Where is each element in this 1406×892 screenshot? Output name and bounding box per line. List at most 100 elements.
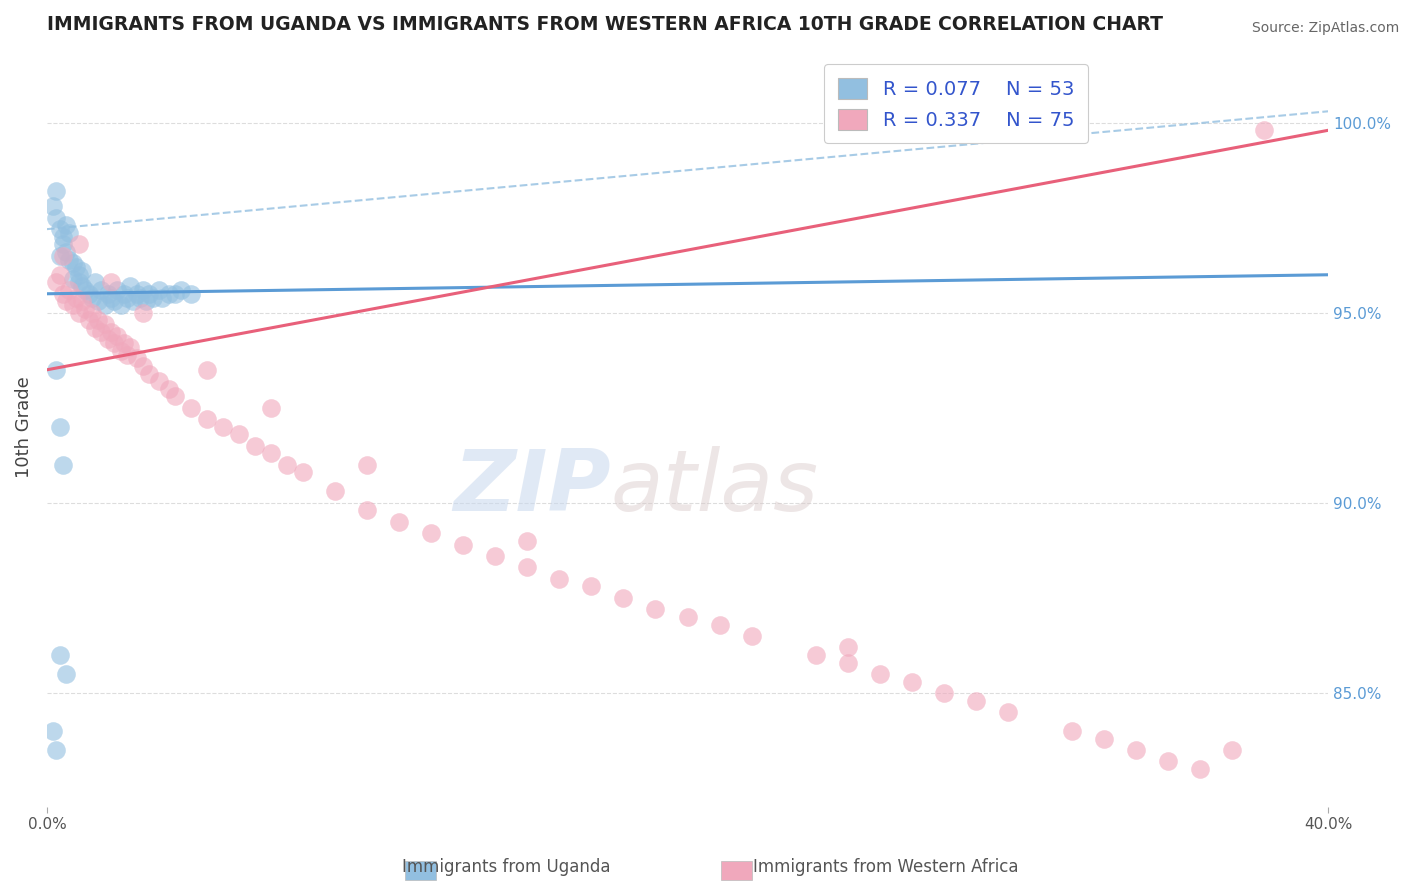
- Point: [100, 325, 122, 339]
- Point: [804, 648, 827, 662]
- Point: [581, 580, 603, 594]
- Point: [612, 591, 634, 605]
- Point: [150, 291, 173, 305]
- Point: [148, 283, 170, 297]
- Point: [180, 401, 202, 415]
- Point: [110, 298, 132, 312]
- Point: [70, 279, 93, 293]
- Point: [122, 294, 145, 309]
- Point: [356, 503, 378, 517]
- Text: Immigrants from Uganda: Immigrants from Uganda: [402, 858, 610, 876]
- Point: [170, 283, 193, 297]
- Point: [55, 667, 77, 681]
- Point: [58, 252, 80, 267]
- Point: [132, 359, 155, 373]
- Point: [110, 343, 132, 358]
- Point: [42, 199, 65, 213]
- Point: [195, 363, 218, 377]
- Text: atlas: atlas: [610, 446, 818, 529]
- Point: [837, 656, 859, 670]
- Point: [62, 271, 84, 285]
- Bar: [721, 861, 752, 880]
- Point: [48, 648, 70, 662]
- Point: [42, 723, 65, 738]
- Point: [77, 286, 100, 301]
- Point: [1188, 762, 1211, 776]
- Point: [45, 743, 67, 757]
- Point: [77, 313, 100, 327]
- Point: [212, 420, 235, 434]
- Point: [52, 237, 75, 252]
- Point: [105, 328, 128, 343]
- Point: [356, 458, 378, 472]
- Point: [52, 286, 75, 301]
- Point: [115, 291, 138, 305]
- Point: [97, 332, 120, 346]
- Point: [45, 363, 67, 377]
- Point: [516, 560, 538, 574]
- Point: [1220, 743, 1243, 757]
- Point: [90, 283, 112, 297]
- Point: [84, 321, 107, 335]
- Point: [195, 412, 218, 426]
- Point: [100, 276, 122, 290]
- Legend: R = 0.077    N = 53, R = 0.337    N = 75: R = 0.077 N = 53, R = 0.337 N = 75: [824, 64, 1088, 144]
- Point: [67, 268, 90, 282]
- Point: [80, 306, 103, 320]
- Point: [87, 313, 110, 327]
- Text: ZIP: ZIP: [453, 446, 610, 529]
- Point: [135, 294, 157, 309]
- Point: [260, 446, 283, 460]
- Point: [67, 306, 90, 320]
- Point: [100, 291, 122, 305]
- Point: [45, 211, 67, 225]
- Point: [243, 439, 266, 453]
- Point: [93, 317, 115, 331]
- Point: [90, 325, 112, 339]
- Point: [80, 291, 103, 305]
- Text: IMMIGRANTS FROM UGANDA VS IMMIGRANTS FROM WESTERN AFRICA 10TH GRADE CORRELATION : IMMIGRANTS FROM UGANDA VS IMMIGRANTS FRO…: [46, 15, 1163, 34]
- Point: [115, 348, 138, 362]
- Point: [62, 256, 84, 270]
- Point: [484, 549, 506, 563]
- Point: [120, 279, 142, 293]
- Point: [65, 291, 87, 305]
- Point: [932, 686, 955, 700]
- Point: [388, 515, 411, 529]
- Point: [516, 533, 538, 548]
- Point: [52, 229, 75, 244]
- Point: [62, 298, 84, 312]
- Point: [132, 306, 155, 320]
- Point: [97, 286, 120, 301]
- Point: [142, 291, 165, 305]
- Point: [120, 340, 142, 354]
- Point: [128, 291, 150, 305]
- Point: [48, 249, 70, 263]
- Point: [45, 184, 67, 198]
- Point: [45, 276, 67, 290]
- Point: [228, 427, 250, 442]
- Point: [55, 244, 77, 259]
- Point: [58, 283, 80, 297]
- Point: [644, 602, 666, 616]
- Point: [125, 351, 148, 366]
- Point: [48, 268, 70, 282]
- Point: [323, 484, 346, 499]
- Point: [67, 276, 90, 290]
- Point: [48, 420, 70, 434]
- Point: [709, 617, 731, 632]
- Point: [837, 640, 859, 655]
- Point: [900, 674, 922, 689]
- Point: [1060, 723, 1083, 738]
- Point: [67, 237, 90, 252]
- Point: [1125, 743, 1147, 757]
- Point: [163, 286, 186, 301]
- Point: [965, 693, 987, 707]
- Point: [997, 705, 1019, 719]
- Point: [52, 249, 75, 263]
- Point: [93, 298, 115, 312]
- Point: [105, 283, 128, 297]
- Point: [52, 458, 75, 472]
- Point: [65, 260, 87, 275]
- Point: [180, 286, 202, 301]
